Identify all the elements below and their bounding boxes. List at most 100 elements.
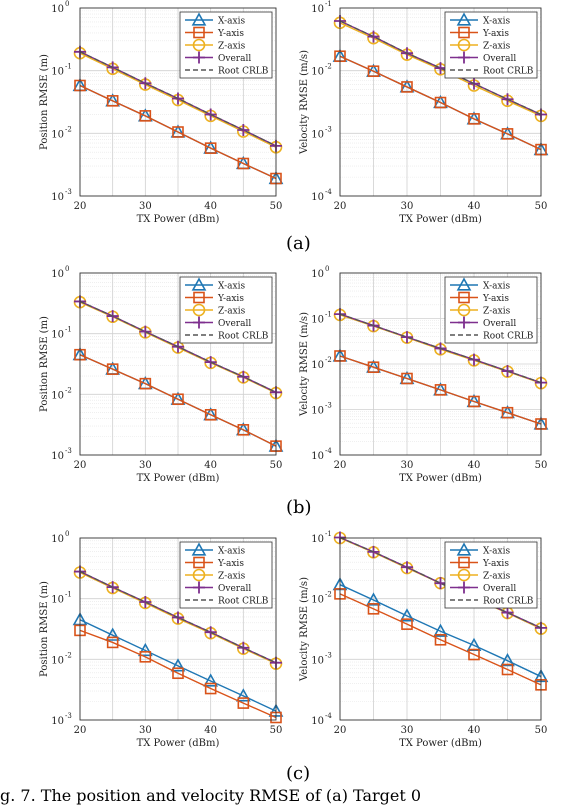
data-point-x [366, 592, 381, 606]
x-tick-label: 50 [270, 725, 283, 736]
data-point-y [139, 110, 152, 122]
data-point-y [468, 648, 480, 661]
x-tick-label: 30 [401, 460, 414, 471]
x-tick-label: 40 [204, 460, 217, 471]
x-tick-label: 50 [535, 201, 548, 212]
series-line-y [339, 355, 542, 425]
y-tick-exponent: -2 [65, 386, 72, 394]
legend-label: Root CRLB [483, 67, 534, 77]
data-point-y [501, 128, 514, 140]
data-point-y [367, 603, 380, 615]
data-point-y [106, 363, 119, 375]
axes-frame [79, 537, 277, 721]
data-point-y [367, 361, 380, 374]
x-tick-label: 20 [334, 725, 347, 736]
legend-label: Overall [218, 319, 251, 329]
data-point-overall [434, 577, 447, 590]
legend-label: Root CRLB [218, 332, 269, 342]
legend-label: Root CRLB [218, 67, 269, 77]
y-tick-label: 10 [51, 269, 64, 280]
y-tick-label: 10 [51, 129, 64, 140]
x-axis-label: TX Power (dBm) [137, 473, 220, 484]
x-axis-label: TX Power (dBm) [399, 738, 482, 749]
data-point-y [237, 424, 250, 436]
data-point-y [501, 406, 514, 419]
x-axis-label: TX Power (dBm) [137, 214, 220, 225]
data-point-y [204, 142, 217, 154]
legend-marker-overall [193, 316, 205, 329]
axes-frame [339, 7, 542, 197]
y-tick-exponent: -4 [325, 188, 332, 196]
legend-label: Z-axis [483, 42, 511, 52]
legend-marker-z [192, 568, 206, 582]
legend-marker-z [457, 38, 471, 52]
y-tick-exponent: -2 [325, 356, 332, 364]
axes-frame [339, 272, 542, 456]
y-tick-exponent: 0 [325, 265, 329, 273]
y-tick-label: 10 [311, 269, 324, 280]
legend-label: Overall [218, 584, 251, 594]
data-point-y [401, 618, 413, 630]
y-tick-label: 10 [311, 129, 324, 140]
legend-marker-x [191, 277, 207, 291]
x-tick-label: 20 [334, 201, 347, 212]
series-line-crlb [79, 51, 277, 147]
x-tick-label: 30 [139, 460, 152, 471]
y-tick-exponent: -4 [325, 712, 332, 720]
series-line-y [79, 84, 277, 180]
data-point-y [237, 157, 250, 170]
series-line-crlb [79, 300, 277, 393]
x-tick-label: 50 [535, 725, 548, 736]
y-tick-exponent: -2 [325, 591, 332, 599]
series-line-y [79, 354, 277, 447]
series-line-y [339, 593, 542, 686]
data-point-overall [434, 62, 447, 75]
x-axis-label: TX Power (dBm) [399, 214, 482, 225]
x-tick-label: 40 [204, 725, 217, 736]
data-point-overall [501, 606, 514, 619]
legend-label: Y-axis [482, 559, 509, 569]
y-tick-label: 10 [311, 655, 324, 666]
axes-frame [79, 7, 277, 197]
data-point-y [139, 377, 152, 390]
y-tick-label: 10 [51, 451, 64, 462]
data-point-y [172, 126, 184, 138]
legend-label: Z-axis [483, 572, 511, 582]
legend: X-axis Y-axis Z-axis Overall Root CRLB [179, 276, 273, 344]
y-tick-exponent: -3 [65, 447, 72, 455]
y-tick-exponent: 0 [65, 265, 69, 273]
legend-label: Z-axis [218, 42, 246, 52]
data-point-y [237, 697, 250, 709]
y-tick-label: 10 [311, 534, 324, 545]
caption-a: (a) [286, 233, 311, 254]
y-tick-label: 10 [311, 4, 324, 15]
legend-marker-overall [193, 581, 205, 594]
series-line-y [339, 55, 542, 151]
legend-label: Y-axis [482, 29, 509, 39]
data-point-y [401, 372, 413, 385]
axes-frame [79, 272, 277, 456]
x-tick-label: 40 [468, 201, 481, 212]
y-tick-label: 10 [311, 595, 324, 606]
y-axis-label: Velocity RMSE (m/s) [299, 312, 310, 417]
y-tick-exponent: -3 [325, 125, 332, 133]
y-tick-label: 10 [51, 716, 64, 727]
legend-label: X-axis [218, 282, 245, 292]
y-tick-exponent: -4 [325, 447, 332, 455]
legend-marker-y [458, 556, 470, 569]
x-tick-label: 30 [139, 725, 152, 736]
x-tick-label: 50 [270, 201, 283, 212]
data-point-y [434, 384, 447, 396]
y-tick-exponent: -3 [325, 651, 332, 659]
x-tick-label: 40 [204, 201, 217, 212]
legend-label: Root CRLB [483, 597, 534, 607]
x-tick-label: 20 [74, 201, 87, 212]
legend-label: Overall [483, 319, 516, 329]
legend: X-axis Y-axis Z-axis Overall Root CRLB [444, 11, 538, 79]
y-tick-exponent: 0 [65, 530, 69, 538]
y-axis-label: Velocity RMSE (m/s) [299, 577, 310, 682]
data-point-y [501, 663, 514, 676]
